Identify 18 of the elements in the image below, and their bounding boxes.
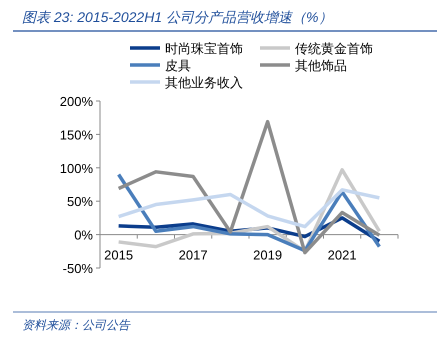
y-tick-label: -50% [62, 261, 94, 276]
y-tick-label: 0% [74, 228, 94, 243]
y-tick-label: 50% [66, 194, 94, 210]
legend-label: 其他业务收入 [165, 75, 243, 90]
legend-label: 皮具 [165, 58, 191, 73]
x-tick-label: 2017 [178, 248, 208, 263]
y-tick-label: 150% [60, 127, 94, 142]
x-tick-label: 2015 [104, 248, 134, 263]
y-tick-label: 100% [60, 160, 94, 176]
line-series [116, 188, 382, 228]
x-tick-label: 2021 [328, 248, 357, 263]
chart-title: 图表 23: 2015-2022H1 公司分产品营收增速（%） [22, 9, 332, 25]
legend-label: 传统黄金首饰 [295, 41, 373, 56]
text: 资料来源：公司公告 [22, 318, 131, 332]
y-tick-label: 200% [60, 94, 94, 109]
legend-label: 时尚珠宝首饰 [165, 41, 243, 56]
x-tick-label: 2019 [253, 248, 282, 263]
legend-label: 其他饰品 [295, 58, 347, 73]
